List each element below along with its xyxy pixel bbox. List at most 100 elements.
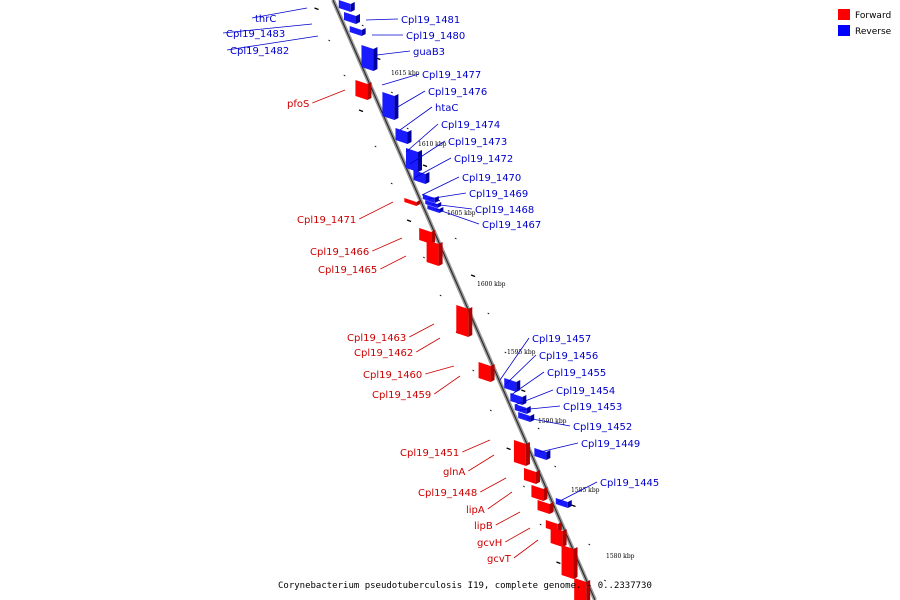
scale-label: 1600 kbp — [477, 281, 506, 288]
forward-gene-feature[interactable] — [355, 80, 372, 100]
forward-gene-feature[interactable] — [478, 362, 495, 382]
gene-label[interactable]: Cpl19_1456 — [539, 351, 598, 362]
reverse-gene-feature[interactable] — [382, 92, 399, 120]
forward-gene-feature[interactable] — [404, 198, 421, 206]
forward-gene-feature[interactable] — [513, 440, 530, 466]
gene-label[interactable]: lipA — [466, 505, 485, 516]
reverse-gene-feature[interactable] — [518, 412, 535, 422]
reverse-gene-feature[interactable] — [555, 498, 572, 508]
gene-label[interactable]: Cpl19_1471 — [297, 215, 356, 226]
tick-mark — [506, 447, 511, 451]
gene-label[interactable]: Cpl19_1472 — [454, 154, 513, 165]
tick-mark — [328, 39, 331, 42]
gene-label[interactable]: Cpl19_1483 — [226, 29, 285, 40]
gene-label[interactable]: Cpl19_1474 — [441, 120, 500, 131]
gene-side — [417, 150, 422, 172]
reverse-gene-feature[interactable] — [510, 393, 527, 405]
gene-label[interactable]: Cpl19_1469 — [469, 189, 528, 200]
leader-line — [399, 106, 433, 131]
reverse-gene-feature[interactable] — [395, 128, 412, 144]
gene-side — [367, 82, 372, 100]
forward-gene-feature[interactable] — [456, 305, 473, 337]
leader-line — [487, 491, 513, 510]
tick-mark — [489, 409, 492, 412]
gene-label[interactable]: Cpl19_1466 — [310, 247, 369, 258]
leader-line — [468, 454, 495, 472]
reverse-gene-feature[interactable] — [405, 148, 422, 172]
leader-line — [495, 511, 521, 526]
gene-label[interactable]: thrC — [255, 14, 276, 25]
forward-gene-feature[interactable] — [419, 228, 436, 244]
gene-label[interactable]: Cpl19_1454 — [556, 386, 615, 397]
reverse-gene-feature[interactable] — [343, 12, 360, 24]
gene-label[interactable]: Cpl19_1481 — [401, 15, 460, 26]
forward-gene-feature[interactable] — [561, 545, 578, 579]
leader-line — [435, 208, 480, 225]
gene-label[interactable]: Cpl19_1480 — [406, 31, 465, 42]
gene-label[interactable]: gcvH — [477, 538, 502, 549]
leader-line — [431, 203, 473, 210]
gene-label[interactable]: Cpl19_1470 — [462, 173, 521, 184]
gene-label[interactable]: Cpl19_1451 — [400, 448, 459, 459]
gene-side — [546, 450, 551, 460]
gene-face — [514, 404, 527, 414]
gene-face — [395, 128, 408, 144]
leader-line — [425, 365, 455, 375]
gene-label[interactable]: Cpl19_1477 — [422, 70, 481, 81]
gene-label[interactable]: glnA — [443, 467, 465, 478]
tick-mark — [390, 91, 393, 94]
reverse-gene-feature[interactable] — [349, 26, 366, 36]
forward-gene-feature[interactable] — [531, 485, 548, 501]
gene-label[interactable]: Cpl19_1482 — [230, 46, 289, 57]
gene-face — [561, 545, 574, 579]
gene-side — [416, 200, 421, 206]
gene-label[interactable]: Cpl19_1459 — [372, 390, 431, 401]
leader-line — [376, 50, 411, 56]
forward-gene-feature[interactable] — [574, 578, 591, 600]
gene-label[interactable]: Cpl19_1449 — [581, 439, 640, 450]
leader-line — [504, 354, 537, 386]
reverse-gene-feature[interactable] — [338, 0, 355, 12]
gene-label[interactable]: Cpl19_1452 — [573, 422, 632, 433]
gene-face — [404, 198, 417, 206]
forward-gene-feature[interactable] — [537, 500, 554, 514]
gene-label[interactable]: Cpl19_1462 — [354, 348, 413, 359]
gene-label[interactable]: Cpl19_1457 — [532, 334, 591, 345]
tick-mark — [521, 389, 526, 393]
reverse-gene-feature[interactable] — [361, 45, 378, 71]
gene-face — [504, 378, 517, 392]
gene-face — [405, 148, 418, 172]
gene-side — [526, 406, 531, 414]
gene-label[interactable]: Cpl19_1445 — [600, 478, 659, 489]
leader-line — [557, 481, 598, 503]
gene-label[interactable]: Cpl19_1468 — [475, 205, 534, 216]
leader-line — [505, 527, 531, 543]
gene-label[interactable]: guaB3 — [413, 47, 445, 58]
gene-label[interactable]: Cpl19_1476 — [428, 87, 487, 98]
gene-label[interactable]: Cpl19_1455 — [547, 368, 606, 379]
leader-line — [480, 477, 507, 493]
gene-label[interactable]: gcvT — [487, 554, 512, 565]
gene-label[interactable]: Cpl19_1463 — [347, 333, 406, 344]
forward-gene-feature[interactable] — [550, 527, 567, 547]
reverse-gene-feature[interactable] — [514, 404, 531, 414]
gene-label[interactable]: htaC — [435, 103, 458, 114]
gene-side — [468, 307, 473, 337]
gene-face — [456, 305, 469, 337]
leader-line — [372, 237, 403, 252]
tick-mark — [604, 579, 606, 582]
gene-label[interactable]: Cpl19_1460 — [363, 370, 422, 381]
gene-label[interactable]: Cpl19_1453 — [563, 402, 622, 413]
gene-label[interactable]: Cpl19_1467 — [482, 220, 541, 231]
gene-side — [361, 28, 366, 36]
tick-mark — [556, 561, 561, 565]
gene-label[interactable]: Cpl19_1465 — [318, 265, 377, 276]
scale-label: 1610 kbp — [418, 141, 447, 148]
forward-gene-feature[interactable] — [523, 468, 540, 484]
gene-label[interactable]: lipB — [474, 521, 493, 532]
leader-line — [365, 18, 399, 21]
gene-label[interactable]: Cpl19_1473 — [448, 137, 507, 148]
forward-gene-feature[interactable] — [426, 240, 443, 266]
gene-label[interactable]: Cpl19_1448 — [418, 488, 477, 499]
gene-label[interactable]: pfoS — [287, 99, 309, 110]
